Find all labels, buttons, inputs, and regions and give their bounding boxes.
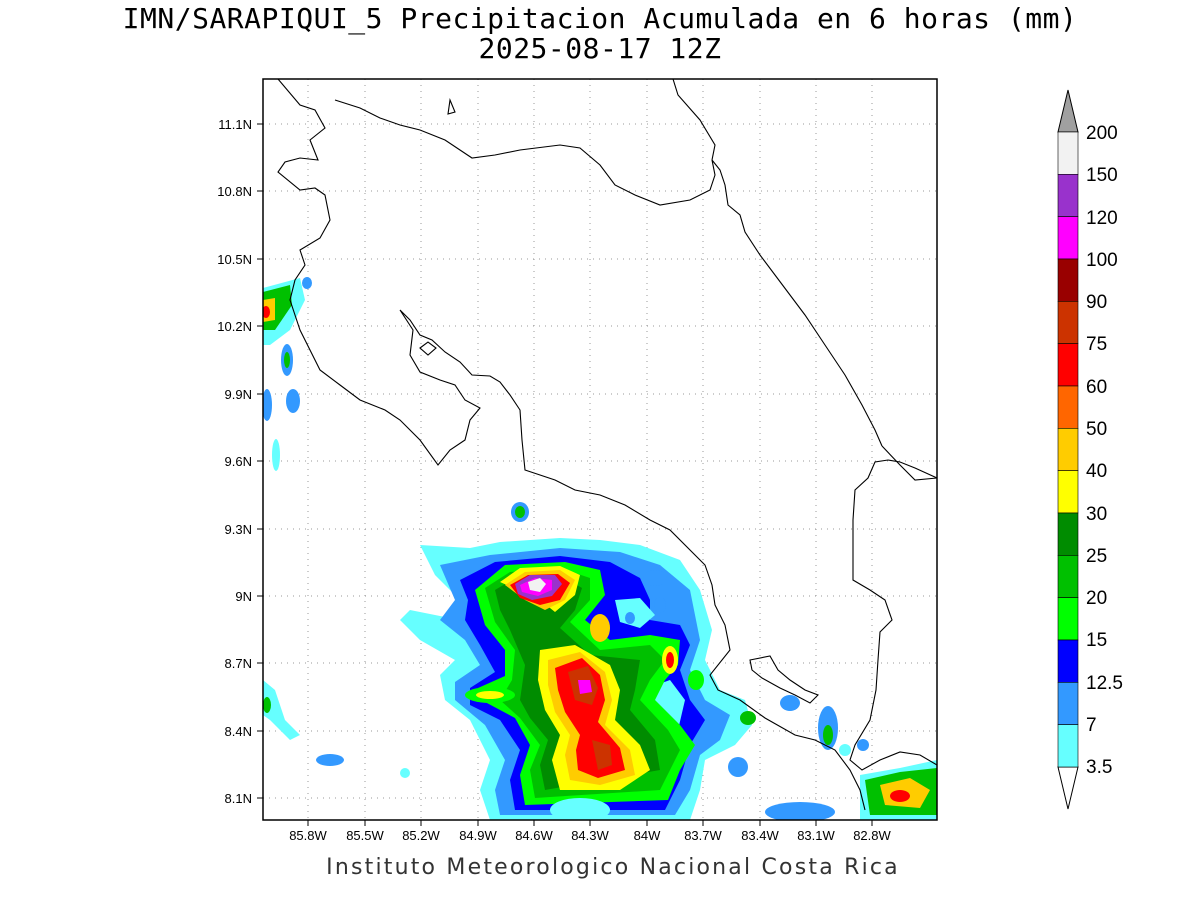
coastline xyxy=(277,79,937,811)
legend-color-cell xyxy=(1057,174,1079,217)
legend-label: 120 xyxy=(1086,208,1118,229)
legend-arrow-top xyxy=(1057,89,1079,133)
legend-label: 50 xyxy=(1086,419,1107,440)
legend-label: 40 xyxy=(1086,461,1107,482)
lon-tick-label: 85.2W xyxy=(402,828,440,843)
legend-label: 150 xyxy=(1086,165,1118,186)
legend-color-cell xyxy=(1057,216,1079,260)
legend-label: 12.5 xyxy=(1086,673,1123,694)
legend-color-cell xyxy=(1057,555,1079,598)
legend-color-cell xyxy=(1057,639,1079,683)
legend-color-cell xyxy=(1057,724,1079,768)
legend-color-cell xyxy=(1057,470,1079,514)
lon-tick-label: 85.8W xyxy=(289,828,327,843)
lat-tick-label: 10.8N xyxy=(217,184,252,199)
lat-tick-label: 9.6N xyxy=(225,454,252,469)
lat-tick-label: 10.5N xyxy=(217,252,252,267)
legend-label: 25 xyxy=(1086,546,1107,567)
legend-color-cell xyxy=(1057,428,1079,471)
legend-label: 20 xyxy=(1086,588,1107,609)
legend-label: 3.5 xyxy=(1086,757,1112,778)
legend-color-cell xyxy=(1057,597,1079,641)
lat-tick-label: 8.4N xyxy=(225,724,252,739)
lat-tick-label: 9.3N xyxy=(225,522,252,537)
lon-tick-labels: 85.8W 85.5W 85.2W 84.9W 84.6W 84.3W 84W … xyxy=(289,828,891,843)
legend-color-cell xyxy=(1057,682,1079,725)
legend-color-cell xyxy=(1057,343,1079,387)
lon-tick-label: 83.1W xyxy=(797,828,835,843)
lat-tick-label: 9N xyxy=(235,589,252,604)
legend-label: 100 xyxy=(1086,250,1118,271)
plot-frame xyxy=(262,78,938,821)
legend-label: 30 xyxy=(1086,504,1107,525)
map-subtitle: 2025-08-17 12Z xyxy=(478,32,722,65)
lat-tick-label: 8.1N xyxy=(225,791,252,806)
legend-arrow-bottom xyxy=(1057,766,1079,810)
legend-color-cell xyxy=(1057,131,1079,175)
legend-label: 200 xyxy=(1086,123,1118,144)
map-title: IMN/SARAPIQUI_5 Precipitacion Acumulada … xyxy=(122,2,1078,35)
lat-tick-label: 10.2N xyxy=(217,319,252,334)
lon-tick-label: 85.5W xyxy=(346,828,384,843)
legend-color-cell xyxy=(1057,512,1079,556)
lat-tick-label: 9.9N xyxy=(225,387,252,402)
axis-ticks xyxy=(257,123,873,826)
lon-tick-label: 84.3W xyxy=(571,828,609,843)
legend-label: 90 xyxy=(1086,292,1107,313)
color-legend: 200 150 120 100 90 75 60 50 40 30 25 20 … xyxy=(1057,89,1123,810)
precipitation-field xyxy=(263,277,937,820)
lon-tick-label: 83.7W xyxy=(684,828,722,843)
lon-tick-label: 82.8W xyxy=(853,828,891,843)
legend-label: 7 xyxy=(1086,715,1097,736)
lon-tick-label: 84.6W xyxy=(515,828,553,843)
legend-color-cell xyxy=(1057,258,1079,302)
lat-tick-labels: 11.1N 10.8N 10.5N 10.2N 9.9N 9.6N 9.3N 9… xyxy=(217,117,252,806)
legend-label: 75 xyxy=(1086,334,1107,355)
lat-tick-label: 8.7N xyxy=(225,656,252,671)
footer-credit: Instituto Meteorologico Nacional Costa R… xyxy=(326,855,900,880)
lon-tick-label: 83.4W xyxy=(741,828,779,843)
lon-tick-label: 84W xyxy=(634,828,661,843)
legend-color-cell xyxy=(1057,301,1079,344)
lon-tick-label: 84.9W xyxy=(459,828,497,843)
legend-label: 15 xyxy=(1086,630,1107,651)
legend-color-cell xyxy=(1057,385,1079,429)
legend-label: 60 xyxy=(1086,377,1107,398)
lat-tick-label: 11.1N xyxy=(218,117,252,132)
